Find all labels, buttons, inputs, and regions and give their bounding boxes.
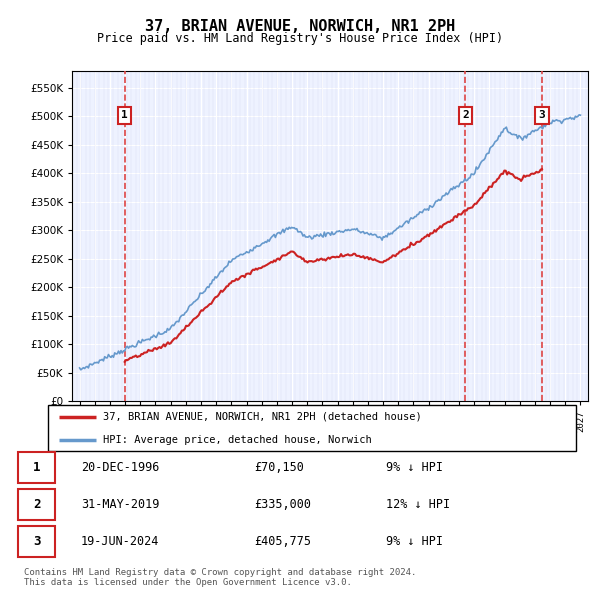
Text: Price paid vs. HM Land Registry's House Price Index (HPI): Price paid vs. HM Land Registry's House … [97, 32, 503, 45]
Text: 1: 1 [33, 461, 41, 474]
Text: 19-JUN-2024: 19-JUN-2024 [81, 535, 160, 548]
Text: 37, BRIAN AVENUE, NORWICH, NR1 2PH: 37, BRIAN AVENUE, NORWICH, NR1 2PH [145, 19, 455, 34]
Text: 12% ↓ HPI: 12% ↓ HPI [386, 498, 451, 511]
Text: HPI: Average price, detached house, Norwich: HPI: Average price, detached house, Norw… [103, 435, 372, 445]
Text: 2: 2 [33, 498, 41, 511]
Text: £405,775: £405,775 [254, 535, 311, 548]
Text: 9% ↓ HPI: 9% ↓ HPI [386, 535, 443, 548]
Text: £335,000: £335,000 [254, 498, 311, 511]
Bar [18, 489, 55, 520]
Bar [18, 452, 55, 483]
Text: Contains HM Land Registry data © Crown copyright and database right 2024.
This d: Contains HM Land Registry data © Crown c… [24, 568, 416, 587]
Bar [18, 526, 55, 557]
Text: 37, BRIAN AVENUE, NORWICH, NR1 2PH (detached house): 37, BRIAN AVENUE, NORWICH, NR1 2PH (deta… [103, 412, 422, 422]
Text: 3: 3 [33, 535, 41, 548]
Text: 2: 2 [462, 110, 469, 120]
Text: 1: 1 [121, 110, 128, 120]
Text: 3: 3 [539, 110, 545, 120]
Text: 31-MAY-2019: 31-MAY-2019 [81, 498, 160, 511]
Text: 9% ↓ HPI: 9% ↓ HPI [386, 461, 443, 474]
Text: £70,150: £70,150 [254, 461, 304, 474]
Text: 20-DEC-1996: 20-DEC-1996 [81, 461, 160, 474]
